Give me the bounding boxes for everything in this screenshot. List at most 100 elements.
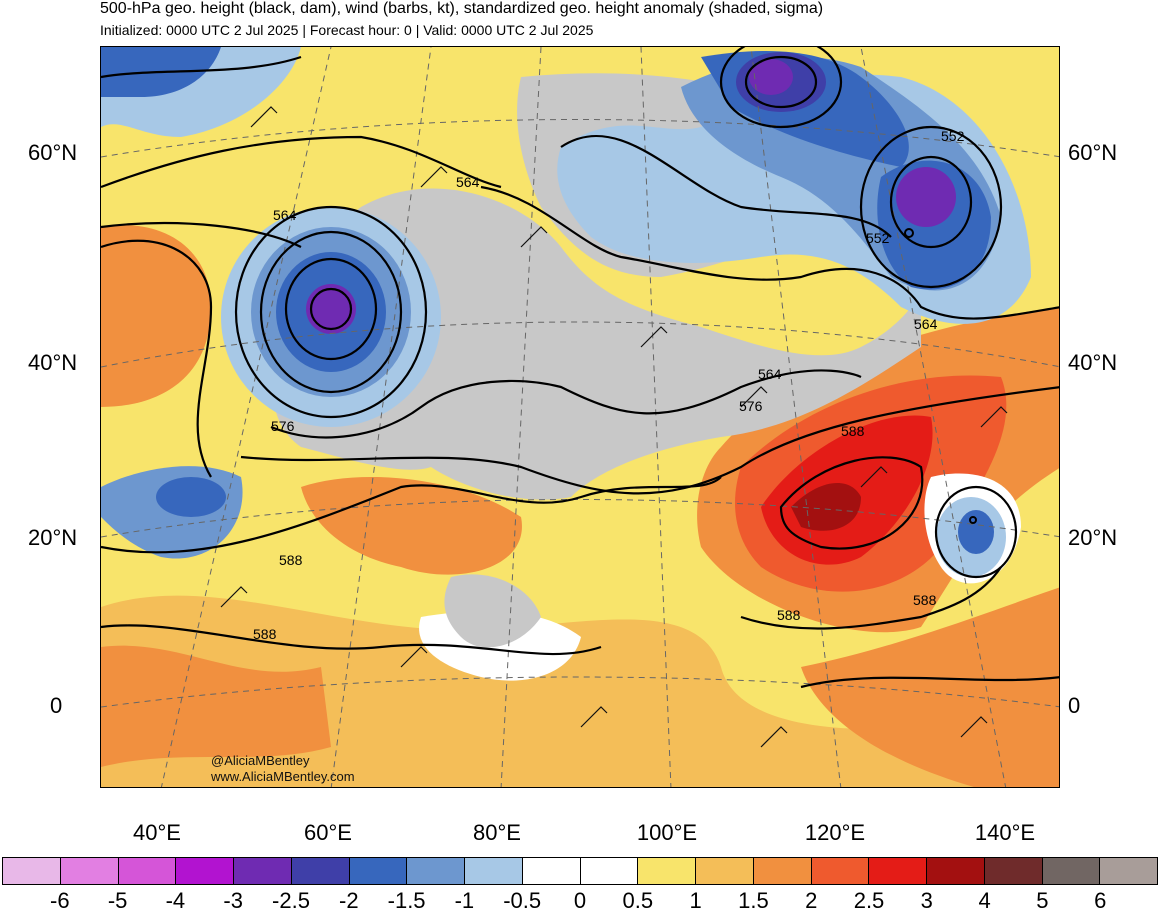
colorbar-swatch [3, 858, 61, 884]
contour-line [101, 221, 302, 248]
colorbar-swatch [984, 858, 1043, 884]
height-contours [101, 47, 1059, 689]
colorbar-label: 1.5 [738, 888, 769, 913]
colorbar-label: -4 [165, 888, 186, 913]
contour-line [719, 47, 843, 129]
wind-barb [220, 586, 248, 608]
colorbar-swatch [753, 858, 812, 884]
anomaly-fill-low-mediterranean-core [156, 477, 226, 517]
colorbar-swatch [407, 858, 465, 884]
wind-barb [520, 226, 548, 248]
map-title: 500-hPa geo. height (black, dam), wind (… [100, 0, 824, 17]
colorbar-label: 0 [573, 888, 587, 913]
wind-barb [760, 726, 788, 748]
contour-line [101, 624, 602, 656]
contour-label: 564 [914, 316, 938, 332]
contour-line [889, 155, 973, 249]
contour-label: 552 [866, 230, 890, 246]
contour-line [240, 386, 1059, 495]
colorbar-label: -6 [50, 888, 70, 913]
contour-line [234, 205, 428, 419]
wind-barb [980, 406, 1008, 428]
colorbar-label: 3 [920, 888, 933, 913]
anomaly-fill-tropics [101, 595, 1059, 787]
colorbar-swatch [1100, 858, 1157, 884]
colorbar [2, 857, 1158, 885]
colorbar-label: -0.5 [503, 888, 542, 913]
colorbar-label: 5 [1036, 888, 1049, 913]
colorbar-label: 2.5 [853, 888, 885, 913]
contour-label: 588 [253, 626, 277, 642]
contour-label: 552 [941, 128, 965, 144]
colorbar-label: -2.5 [272, 888, 310, 913]
colorbar-swatch [927, 858, 985, 884]
wind-barb [640, 326, 668, 348]
wind-barb [580, 706, 608, 728]
colorbar-swatch [638, 858, 696, 884]
lat-label-left: 0 [50, 693, 63, 718]
anomaly-fill-neutral-india-gray [444, 574, 541, 648]
colorbar-swatch [291, 858, 350, 884]
colorbar-swatch [349, 858, 408, 884]
contour-line [101, 476, 722, 554]
anomaly-fill-low-caspian-core [306, 284, 356, 334]
lon-label: 140°E [974, 820, 1036, 845]
contour-line [284, 257, 378, 361]
contour-label: 588 [913, 592, 937, 608]
lat-label-right: 40°N [1068, 350, 1118, 375]
colorbar-label: -1.5 [387, 888, 426, 913]
lon-label: 40°E [133, 820, 181, 845]
colorbar-label: 0.5 [622, 888, 654, 913]
wind-barb [860, 466, 888, 488]
map-subtitle: Initialized: 0000 UTC 2 Jul 2025 | Forec… [100, 22, 594, 38]
contour-line [101, 239, 213, 478]
contour-line [934, 485, 1018, 579]
anomaly-fill-low-north-peak [749, 59, 793, 95]
lat-label-left: 20°N [28, 525, 78, 550]
wind-barb [250, 106, 278, 128]
contour-line [560, 134, 892, 238]
anomaly-fill-pacific [801, 587, 1059, 787]
colorbar-swatch [234, 858, 292, 884]
contour-line [779, 456, 924, 550]
contour-line [270, 369, 862, 439]
anomaly-fill-low-okhotsk-core [896, 167, 956, 227]
lat-label-right: 20°N [1068, 525, 1118, 550]
credit-website: www.AliciaMBentley.com [211, 769, 355, 784]
lat-label-right: 0 [1068, 693, 1081, 718]
contour-line [740, 566, 1002, 630]
lat-label-right: 60°N [1068, 140, 1118, 165]
wind-barbs [220, 106, 1008, 748]
wind-barb [400, 646, 428, 668]
colorbar-swatch [60, 858, 119, 884]
contour-line [101, 55, 302, 79]
contour-label: 588 [841, 423, 865, 439]
contour-label: 588 [777, 607, 801, 623]
lon-label: 100°E [636, 820, 698, 845]
contour-label: 564 [456, 174, 480, 190]
colorbar-swatch [1042, 858, 1101, 884]
colorbar-swatch [465, 858, 523, 884]
contour-line [744, 55, 818, 109]
contour-label: 588 [279, 552, 303, 568]
graticule [101, 47, 1059, 787]
anomaly-fill-china-peak [791, 483, 861, 531]
low-center-marker [969, 516, 977, 524]
colorbar-label: 6 [1094, 888, 1107, 913]
contour-line [800, 676, 1059, 689]
contour-line [259, 230, 403, 394]
colorbar-label: -1 [454, 888, 475, 913]
contour-label: 576 [739, 398, 763, 414]
colorbar-label: 4 [978, 888, 991, 913]
colorbar-label: -5 [107, 888, 128, 913]
colorbar-swatch [580, 858, 639, 884]
colorbar-label: -3 [223, 888, 243, 913]
contour-label: 564 [273, 207, 297, 223]
lon-label: 60°E [304, 820, 352, 845]
contour-label: 564 [758, 366, 782, 382]
contour-labels: 564 564 576 588 588 564 576 588 552 552 … [253, 128, 965, 642]
anomaly-fill-africa [101, 645, 331, 767]
anomaly-fill-neutral-continental [272, 188, 921, 500]
contour-line [101, 135, 502, 189]
wind-barb [420, 166, 448, 188]
